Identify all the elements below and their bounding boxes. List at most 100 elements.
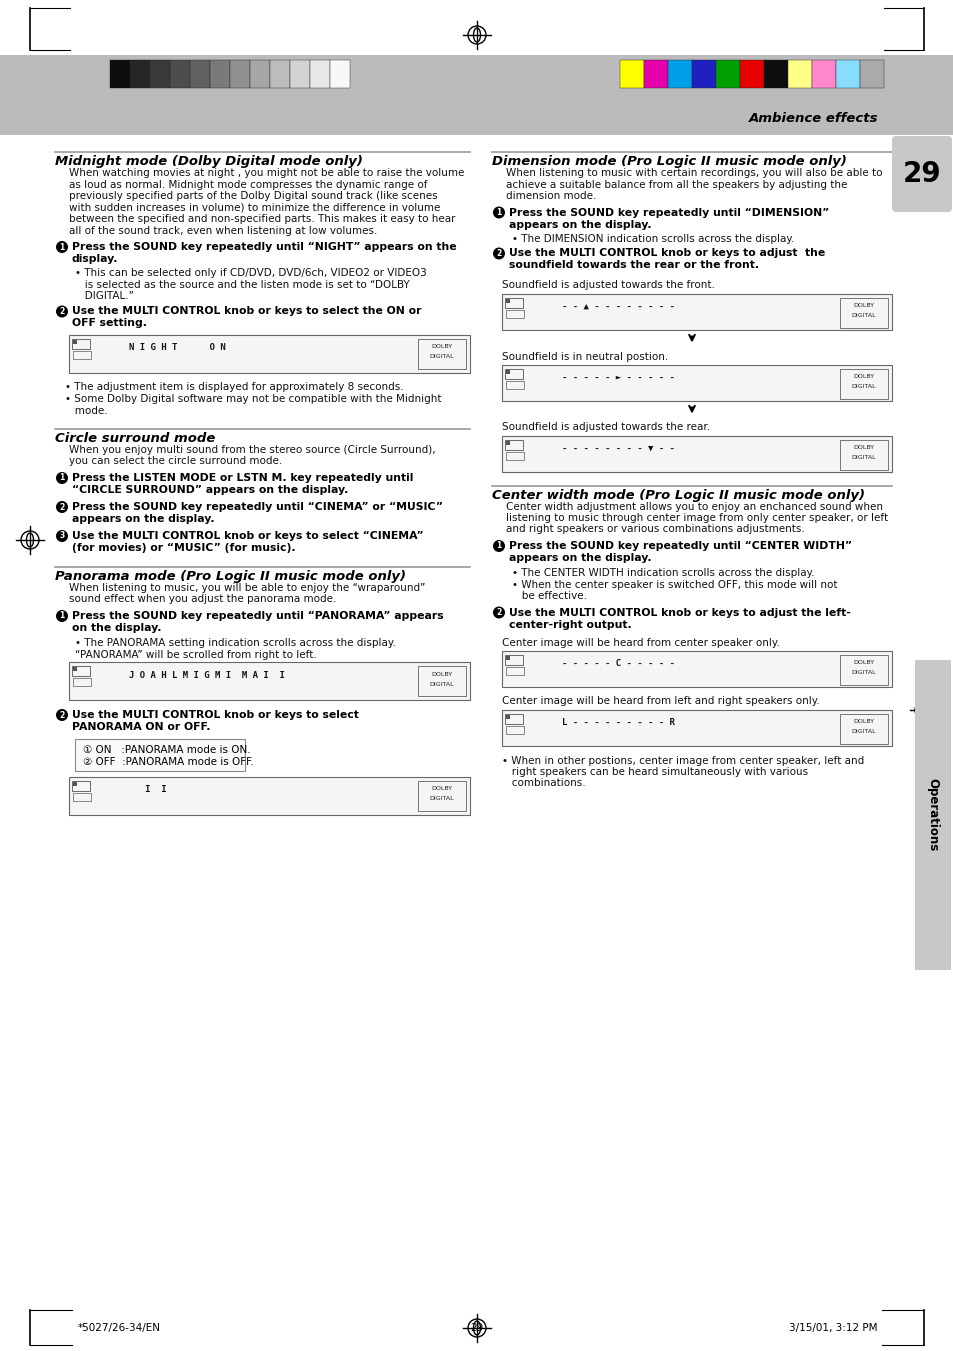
Text: • When in other postions, center image from center speaker, left and: • When in other postions, center image f… [501,755,863,766]
Bar [501,435,891,471]
Text: sound effect when you adjust the panorama mode.: sound effect when you adjust the panoram… [69,594,336,604]
Circle shape [493,540,504,553]
Bar [811,59,835,88]
Text: and right speakers or various combinations adjustments.: and right speakers or various combinatio… [505,524,804,535]
Text: display.: display. [71,254,118,263]
Text: 1: 1 [59,612,65,620]
Circle shape [56,305,68,317]
Text: DOLBY: DOLBY [853,303,874,308]
Bar [73,782,77,786]
Bar [501,293,891,330]
Bar [914,661,950,970]
Text: appears on the display.: appears on the display. [509,219,651,230]
Text: • The PANORAMA setting indication scrolls across the display.: • The PANORAMA setting indication scroll… [75,638,395,648]
Text: I  I: I I [129,785,167,794]
Text: L - - - - - - - - - R: L - - - - - - - - - R [561,717,674,727]
Bar [740,59,763,88]
Text: (for movies) or “MUSIC” (for music).: (for movies) or “MUSIC” (for music). [71,543,295,553]
FancyBboxPatch shape [891,136,951,212]
Text: DIGITAL: DIGITAL [851,313,876,317]
Bar [73,339,77,343]
Bar [150,59,170,88]
Text: listening to music through center image from only center speaker, or left: listening to music through center image … [505,513,887,523]
Text: Press the SOUND key repeatedly until “DIMENSION”: Press the SOUND key repeatedly until “DI… [509,208,828,218]
Bar [505,440,510,444]
Bar [505,370,510,373]
Bar [69,335,470,373]
Bar [859,59,883,88]
Bar [71,339,90,349]
Bar [505,715,510,719]
Text: achieve a suitable balance from all the speakers by adjusting the: achieve a suitable balance from all the … [505,180,846,189]
Text: Use the MULTI CONTROL knob or keys to select: Use the MULTI CONTROL knob or keys to se… [71,711,358,720]
Bar [210,59,230,88]
Bar [75,739,245,771]
Bar [840,297,887,327]
Text: PANORAMA ON or OFF.: PANORAMA ON or OFF. [71,721,211,732]
Bar [835,59,859,88]
Text: center-right output.: center-right output. [509,620,631,630]
Bar [619,59,643,88]
Text: When watching movies at night , you might not be able to raise the volume: When watching movies at night , you migh… [69,168,464,178]
Bar [330,59,350,88]
Text: DIGITAL: DIGITAL [429,681,454,686]
Text: ① ON   :PANORAMA mode is ON.: ① ON :PANORAMA mode is ON. [83,744,251,755]
Text: Use the MULTI CONTROL knob or keys to adjust  the: Use the MULTI CONTROL knob or keys to ad… [509,249,824,258]
Text: When listening to music with certain recordings, you will also be able to: When listening to music with certain rec… [505,168,882,178]
Bar [270,59,290,88]
Text: 1: 1 [59,242,65,251]
Text: DOLBY: DOLBY [853,374,874,380]
Text: DIGITAL: DIGITAL [429,797,454,801]
Bar [73,350,91,358]
Bar [170,59,190,88]
Text: J O A H L M I G M I  M A I  I: J O A H L M I G M I M A I I [129,670,285,680]
Text: Press the SOUND key repeatedly until “PANORAMA” appears: Press the SOUND key repeatedly until “PA… [71,611,443,621]
Text: Center width mode (Pro Logic II music mode only): Center width mode (Pro Logic II music mo… [492,489,864,501]
Text: you can select the circle surround mode.: you can select the circle surround mode. [69,457,282,466]
Bar [417,666,465,696]
Text: 2: 2 [496,608,501,617]
Text: 3/15/01, 3:12 PM: 3/15/01, 3:12 PM [789,1323,877,1333]
Bar [505,451,523,459]
Bar [73,667,77,671]
Bar [504,297,522,308]
Bar [71,781,90,790]
Text: - - - - - - - - ▼ - -: - - - - - - - - ▼ - - [561,444,674,453]
Text: 29: 29 [902,159,941,188]
Bar [840,369,887,399]
Text: • The CENTER WIDTH indication scrolls across the display.: • The CENTER WIDTH indication scrolls ac… [512,567,814,578]
Bar [840,439,887,470]
Bar [763,59,787,88]
Circle shape [56,240,68,253]
Text: on the display.: on the display. [71,623,161,634]
Text: 2: 2 [59,307,65,316]
Bar [0,0,953,55]
Bar [0,55,953,135]
Text: 2: 2 [59,503,65,512]
Text: Use the MULTI CONTROL knob or keys to adjust the left-: Use the MULTI CONTROL knob or keys to ad… [509,608,850,617]
Text: 1: 1 [496,208,501,218]
Text: Ambience effects: Ambience effects [748,112,877,124]
Text: appears on the display.: appears on the display. [509,553,651,563]
Bar [69,777,470,815]
Text: OFF setting.: OFF setting. [71,319,147,328]
Text: Circle surround mode: Circle surround mode [55,432,215,444]
Text: 2: 2 [59,711,65,720]
Bar [840,713,887,743]
Text: DIGITAL: DIGITAL [851,455,876,459]
Text: Soundfield is adjusted towards the rear.: Soundfield is adjusted towards the rear. [501,423,709,432]
Bar [504,369,522,378]
Text: Press the SOUND key repeatedly until “CINEMA” or “MUSIC”: Press the SOUND key repeatedly until “CI… [71,503,442,512]
Text: 1: 1 [496,542,501,550]
Text: Operations: Operations [925,778,939,851]
Text: right speakers can be heard simultaneously with various: right speakers can be heard simultaneous… [501,767,807,777]
Text: Soundfield is adjusted towards the front.: Soundfield is adjusted towards the front… [501,281,714,290]
Bar [716,59,740,88]
Text: all of the sound track, even when listening at low volumes.: all of the sound track, even when listen… [69,226,377,235]
Text: “PANORAMA” will be scrolled from right to left.: “PANORAMA” will be scrolled from right t… [75,650,316,661]
Circle shape [493,247,504,259]
Text: • The DIMENSION indication scrolls across the display.: • The DIMENSION indication scrolls acros… [512,235,794,245]
Text: Press the SOUND key repeatedly until “NIGHT” appears on the: Press the SOUND key repeatedly until “NI… [71,242,456,253]
Text: as loud as normal. Midnight mode compresses the dynamic range of: as loud as normal. Midnight mode compres… [69,180,427,189]
Bar [310,59,330,88]
